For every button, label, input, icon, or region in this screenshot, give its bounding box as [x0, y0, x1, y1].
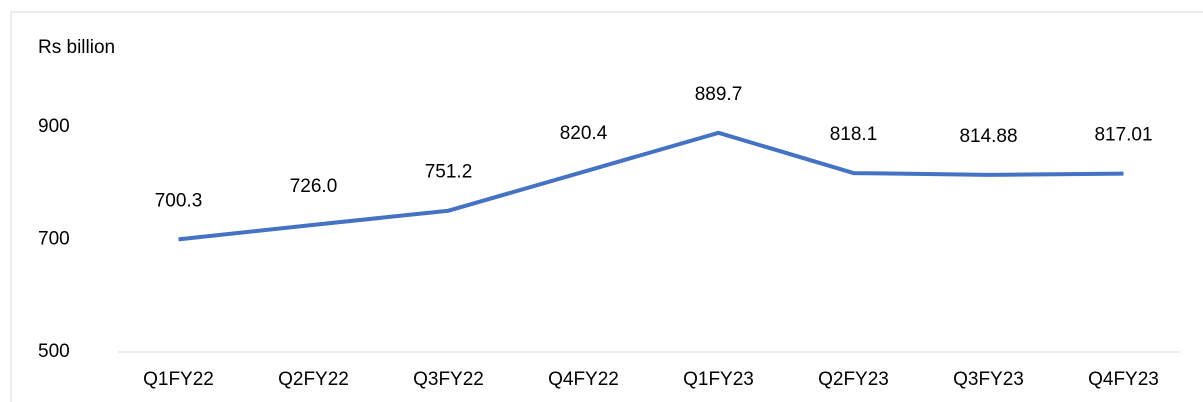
y-tick-label: 900 [38, 116, 70, 137]
x-tick-label: Q2FY23 [818, 369, 889, 390]
data-label: 817.01 [1094, 125, 1152, 146]
data-label: 726.0 [290, 176, 338, 197]
data-label: 814.88 [959, 126, 1017, 147]
x-tick-label: Q4FY22 [548, 369, 619, 390]
x-tick-label: Q3FY22 [413, 369, 484, 390]
data-label: 751.2 [425, 162, 473, 183]
data-label: 820.4 [560, 123, 608, 144]
y-axis-label: Rs billion [38, 37, 115, 58]
x-tick-label: Q2FY22 [278, 369, 349, 390]
x-tick-label: Q1FY22 [143, 369, 214, 390]
x-tick-label: Q4FY23 [1088, 369, 1159, 390]
x-tick-label: Q1FY23 [683, 369, 754, 390]
y-tick-label: 500 [38, 341, 70, 362]
x-tick-label: Q3FY23 [953, 369, 1024, 390]
data-label: 700.3 [155, 190, 203, 211]
line [178, 130, 1124, 242]
data-label: 818.1 [830, 124, 878, 145]
chart-frame [10, 11, 1203, 402]
y-tick-label: 700 [38, 229, 70, 250]
data-label: 889.7 [695, 84, 743, 105]
